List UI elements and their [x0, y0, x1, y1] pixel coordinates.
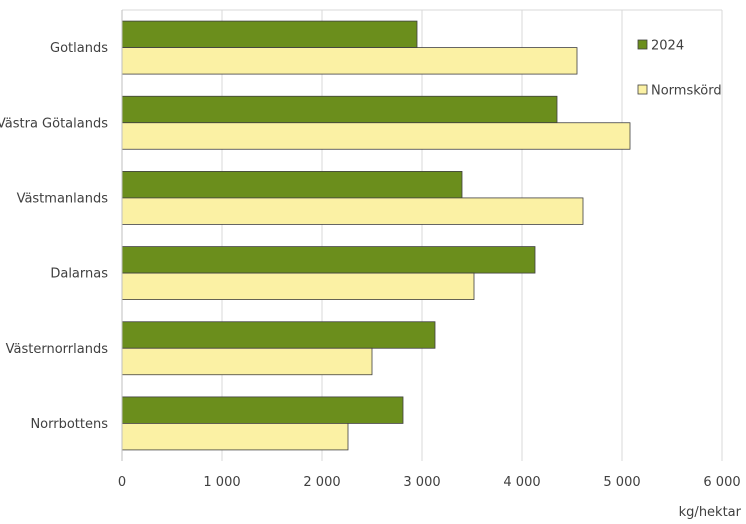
- bar-normsk-rd-2: [121, 197, 584, 225]
- bar-normsk-rd-0: [121, 47, 578, 75]
- x-tick-label: 5 000: [603, 475, 640, 490]
- legend-label: 2024: [651, 39, 684, 54]
- x-tick-label: 0: [118, 475, 126, 490]
- x-tick-label: 6 000: [703, 475, 740, 490]
- bar-2024-3: [121, 246, 536, 274]
- x-tick-label: 3 000: [403, 475, 440, 490]
- bar-normsk-rd-5: [121, 423, 349, 451]
- bar-normsk-rd-4: [121, 347, 373, 376]
- legend-swatch-0: [637, 39, 648, 50]
- legend-swatch-1: [637, 84, 648, 95]
- legend-label: Normskörd: [651, 84, 722, 99]
- bar-2024-4: [121, 321, 436, 349]
- bar-normsk-rd-1: [121, 122, 631, 150]
- bar-normsk-rd-3: [121, 272, 475, 300]
- bar-2024-0: [121, 20, 418, 48]
- x-tick-label: 2 000: [303, 475, 340, 490]
- bars: [121, 20, 631, 451]
- x-tick-label: 1 000: [203, 475, 240, 490]
- category-label: Västra Götalands: [0, 116, 108, 131]
- category-label: Västmanlands: [17, 191, 109, 206]
- category-label: Dalarnas: [50, 267, 108, 282]
- category-label: Norrbottens: [30, 417, 108, 432]
- x-axis-label: kg/hektar: [679, 505, 742, 520]
- gridlines: [122, 9, 723, 461]
- bar-2024-1: [121, 95, 558, 124]
- x-tick-label: 4 000: [503, 475, 540, 490]
- bar-2024-5: [121, 396, 404, 424]
- category-label: Gotlands: [50, 41, 108, 56]
- x-tick-labels: 0 1 000 2 000 3 000 4 000 5 000 6 000: [118, 475, 741, 490]
- bar-2024-2: [121, 171, 463, 199]
- category-label: Västernorrlands: [6, 342, 109, 357]
- legend: 2024 Normskörd: [637, 39, 722, 99]
- category-labels: Gotlands Västra Götalands Västmanlands Dala…: [0, 41, 108, 432]
